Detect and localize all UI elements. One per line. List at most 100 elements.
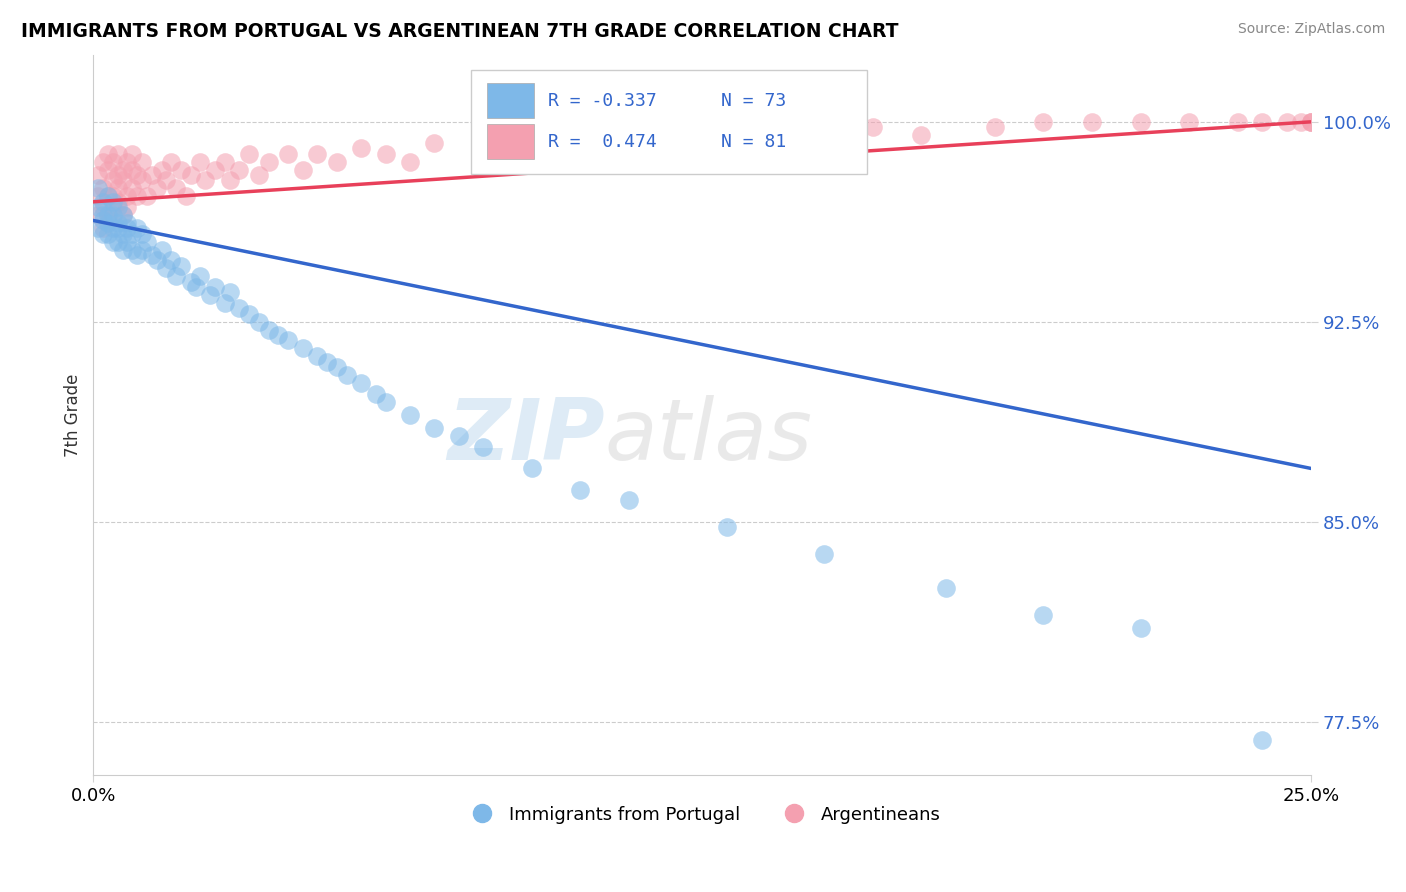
Point [1129,622,1152,636]
Point [520,461,543,475]
Point [277,334,299,348]
Point [364,386,387,401]
Point [101,194,124,209]
Point [97,208,120,222]
Point [247,315,270,329]
Point [107,181,129,195]
Point [131,173,153,187]
FancyBboxPatch shape [486,83,534,118]
Point [1301,115,1323,129]
Point [121,146,143,161]
Text: atlas: atlas [605,395,813,478]
Point [716,520,738,534]
Point [1301,115,1323,129]
Point [121,243,143,257]
Point [813,128,835,143]
Point [87,208,110,222]
Point [131,243,153,257]
Point [862,120,884,135]
Point [117,216,139,230]
Point [277,146,299,161]
Point [184,280,207,294]
Point [97,189,120,203]
Text: N = 73: N = 73 [720,92,786,110]
Point [117,200,139,214]
Point [131,154,153,169]
Point [91,221,114,235]
Y-axis label: 7th Grade: 7th Grade [65,374,82,457]
Point [117,235,139,249]
Point [107,194,129,209]
Point [619,141,641,155]
Point [91,213,114,227]
Point [326,360,349,375]
Point [1081,115,1104,129]
Text: N = 81: N = 81 [720,133,786,151]
Point [170,162,193,177]
Text: Source: ZipAtlas.com: Source: ZipAtlas.com [1237,22,1385,37]
Point [97,227,120,241]
Point [1251,115,1274,129]
Point [910,128,932,143]
Point [257,154,280,169]
Point [127,189,149,203]
Point [257,323,280,337]
Legend: Immigrants from Portugal, Argentineans: Immigrants from Portugal, Argentineans [457,798,948,831]
FancyBboxPatch shape [486,124,534,159]
Point [214,154,236,169]
Point [1032,608,1054,623]
Point [121,181,143,195]
Point [336,368,359,383]
Point [107,221,129,235]
Point [160,253,183,268]
Point [117,189,139,203]
Point [423,421,446,435]
Point [619,493,641,508]
Point [238,146,260,161]
Point [1227,115,1250,129]
Point [150,162,173,177]
Point [87,221,110,235]
Point [111,162,134,177]
Text: ZIP: ZIP [447,395,605,478]
Point [97,216,120,230]
Point [716,136,738,150]
Text: R = -0.337: R = -0.337 [547,92,657,110]
Point [135,235,157,249]
Point [194,173,217,187]
Point [291,342,314,356]
Point [87,189,110,203]
Point [97,189,120,203]
Point [165,181,187,195]
Point [214,296,236,310]
Point [1301,115,1323,129]
Point [1251,733,1274,747]
Point [87,168,110,182]
Point [204,280,226,294]
Point [101,154,124,169]
Point [228,301,250,316]
Point [107,235,129,249]
Point [135,189,157,203]
Point [200,288,222,302]
Point [117,221,139,235]
Point [569,483,592,497]
Point [472,141,495,155]
Point [111,173,134,187]
Point [131,227,153,241]
Point [472,440,495,454]
Point [91,208,114,222]
Point [107,200,129,214]
Point [101,173,124,187]
Point [111,208,134,222]
Point [145,253,167,268]
Point [763,120,786,135]
Point [107,216,129,230]
Point [291,162,314,177]
Point [111,208,134,222]
Point [326,154,349,169]
Point [180,168,202,182]
Point [141,168,163,182]
Point [107,146,129,161]
Point [117,154,139,169]
